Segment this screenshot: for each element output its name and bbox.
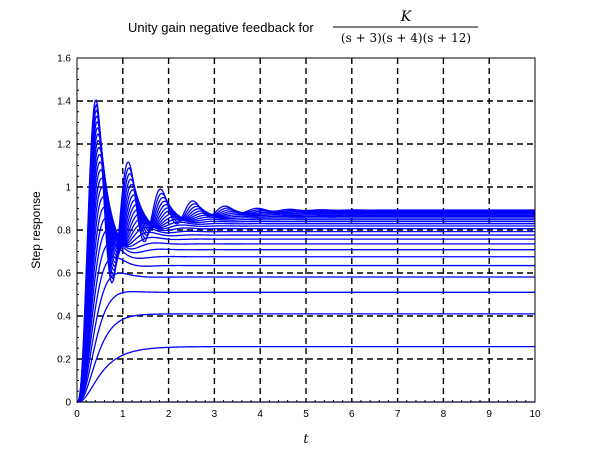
x-axis-label: t (303, 432, 309, 447)
series-line-K150 (76, 290, 535, 403)
series-line-K100 (76, 313, 535, 403)
series-line-K350 (76, 229, 535, 403)
series-line-K1200 (76, 99, 535, 403)
x-tick-label: 3 (212, 409, 218, 420)
y-tick-label: 0.4 (57, 312, 71, 323)
series-line-K450 (76, 206, 535, 403)
x-tick-label: 0 (74, 409, 80, 420)
title-text: Unity gain negative feedback for (128, 20, 314, 35)
y-tick-label: 0.6 (57, 269, 71, 280)
series-line-K550 (76, 186, 535, 403)
y-tick-label: 1.4 (57, 97, 71, 108)
x-tick-label: 4 (257, 409, 263, 420)
series-line-K400 (76, 217, 535, 403)
x-tick-label: 9 (486, 409, 492, 420)
x-tick-label: 5 (303, 409, 309, 420)
series-line-K500 (76, 196, 535, 403)
series-line-K1000 (76, 120, 535, 403)
x-tick-label: 6 (349, 409, 355, 420)
x-tick-label: 10 (529, 409, 541, 420)
series-line-K250 (76, 256, 535, 403)
title-formula-numerator: K (400, 9, 413, 25)
x-tick-label: 2 (166, 409, 172, 420)
y-axis-label: Step response (29, 191, 43, 269)
y-axis: 0 0.2 0.4 0.6 0.8 1 1.2 1.4 1.6 (57, 54, 81, 409)
series-line-K50 (76, 345, 535, 403)
y-tick-label: 0.8 (57, 226, 71, 237)
series-line-K1050 (76, 115, 535, 403)
y-tick-label: 0 (65, 398, 71, 409)
series-line-K200 (76, 272, 535, 403)
x-tick-label: 8 (441, 409, 447, 420)
series-line-K300 (76, 242, 535, 403)
x-tick-label: 1 (120, 409, 126, 420)
title-formula-denominator: (s + 3)(s + 4)(s + 12) (341, 31, 471, 45)
x-axis: 0 1 2 3 4 5 6 7 8 9 10 (74, 398, 541, 420)
series-group (76, 99, 535, 403)
y-tick-label: 1.6 (57, 54, 71, 65)
chart-title: Unity gain negative feedback for K (s + … (128, 9, 478, 45)
series-line-K1100 (76, 109, 535, 403)
x-tick-label: 7 (395, 409, 401, 420)
y-tick-label: 1 (65, 183, 71, 194)
y-tick-label: 0.2 (57, 355, 71, 366)
y-tick-label: 1.2 (57, 140, 71, 151)
